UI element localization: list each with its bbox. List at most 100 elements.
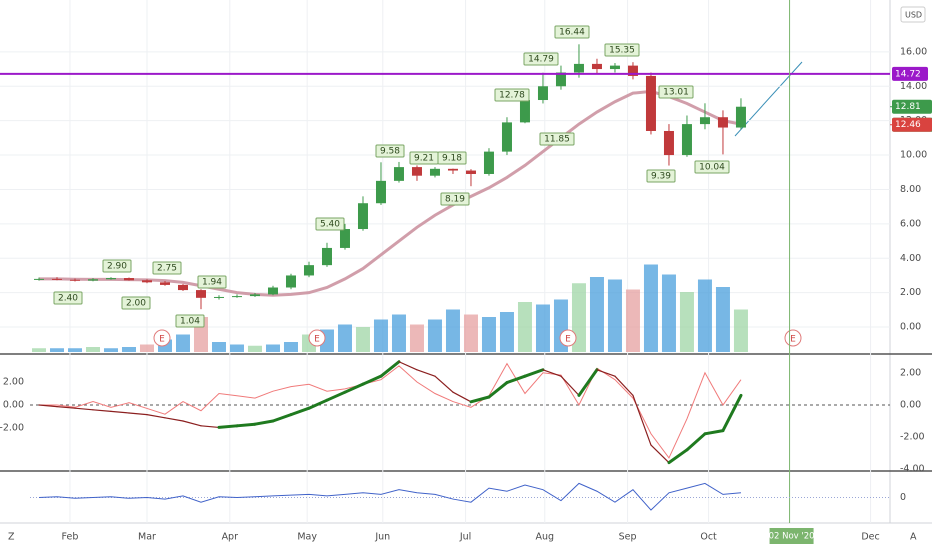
candle-body [627,65,638,76]
oscillator-segment [110,410,130,414]
price-tag: 12.81 [895,102,921,112]
candle-body [123,278,134,281]
price-callout-bg [604,43,640,57]
earnings-marker: E [565,335,571,345]
oscillator-segment [703,429,725,436]
oscillator-segment [650,444,670,464]
price-callout: 1.94 [202,278,222,288]
volume-bar [481,317,496,352]
x-tick-label: Sep [619,532,637,543]
price-callout: 9.21 [414,154,434,164]
x-tick-label: Aug [535,532,554,543]
earnings-marker-bg [153,329,171,347]
price-callout-bg [646,169,676,183]
candle-body [519,100,530,123]
price-callout: 13.01 [663,88,689,98]
candle-body [447,168,458,171]
y-tick-label: 0.00 [3,400,24,411]
price-callout-bg [102,259,132,273]
candle-body [249,294,260,297]
price-callout: 16.44 [559,28,585,38]
candle-body [33,278,44,280]
earnings-marker-bg [784,329,802,347]
currency: USD [905,11,922,20]
candle-body [177,284,188,291]
oscillator-segment [92,409,112,412]
volume-bar [643,264,658,352]
y-tick-label: 2.00 [900,287,921,298]
oscillator-segment [253,419,275,426]
volume-bar [247,345,262,352]
candle-body [267,287,278,295]
volume-bar [49,348,64,352]
price-callout-bg [437,151,467,165]
zoom-icon[interactable]: Z [8,532,15,543]
volume-bar [85,347,100,352]
volume-bar [499,312,514,352]
price-callout: 8.19 [445,195,465,205]
price-callout-bg [197,275,227,289]
oscillator-segment [56,405,76,409]
price-callout: 12.78 [499,91,525,101]
y-tick-label: 16.00 [900,46,927,57]
volume-bar [355,327,370,352]
oscillator-segment [38,404,58,408]
price-callout: 9.18 [442,154,462,164]
volume-bar [607,279,622,352]
candle-body [69,279,80,281]
oscillator-segment [523,368,545,378]
oscillator-segment [542,369,562,377]
oscillator-segment [271,413,293,423]
price-callout-bg [694,160,730,174]
oscillator-segment [505,374,527,385]
oscillator-segment [398,361,418,371]
candle-body [357,203,368,230]
x-tick-label: Jun [374,532,390,543]
indicator-line [38,362,742,459]
price-callout: 9.39 [651,172,671,182]
volume-bar [139,344,154,352]
volume-bar [409,324,424,352]
candle-body [591,63,602,70]
price-tag-bg [892,117,932,132]
earnings-marker: E [159,335,165,345]
candle-body [303,265,314,276]
volume-bar [391,314,406,352]
auto-scale[interactable]: A [910,532,917,543]
volume-bar [535,304,550,352]
volume-bar [31,348,46,352]
oscillator-segment [182,420,202,427]
oscillator-segment [469,395,491,404]
price-callout-bg [494,88,530,102]
price-callout-bg [375,144,405,158]
price-callout: 2.90 [107,262,127,272]
hline-tag: 14.72 [895,69,921,79]
oscillator-segment [614,375,634,396]
y-tick-label: 10.00 [900,150,927,161]
date-marker-bg [769,528,814,544]
candle-body [663,130,674,156]
price-callout: 5.40 [320,220,340,230]
candle-body [573,63,584,73]
volume-bar [445,309,460,352]
y-tick-label: 0.00 [900,322,921,333]
price-callout-bg [539,132,575,146]
volume-bar [121,347,136,352]
price-callout: 2.75 [157,264,177,274]
oscillator-segment [325,390,347,402]
price-callout-bg [440,192,470,206]
oscillator-segment [307,398,329,410]
oscillator-segment [721,393,743,433]
oscillator-segment [235,422,257,428]
oscillator-segment [379,360,401,378]
earnings-marker-bg [308,329,326,347]
volume-bar [283,342,298,352]
volume-bar [733,309,748,352]
oscillator-segment [128,412,148,416]
candle-body [555,72,566,87]
oscillator-segment [560,375,580,396]
y-tick-label: 2.00 [3,376,24,387]
oscillator-segment [434,375,454,393]
currency-box [900,6,926,23]
